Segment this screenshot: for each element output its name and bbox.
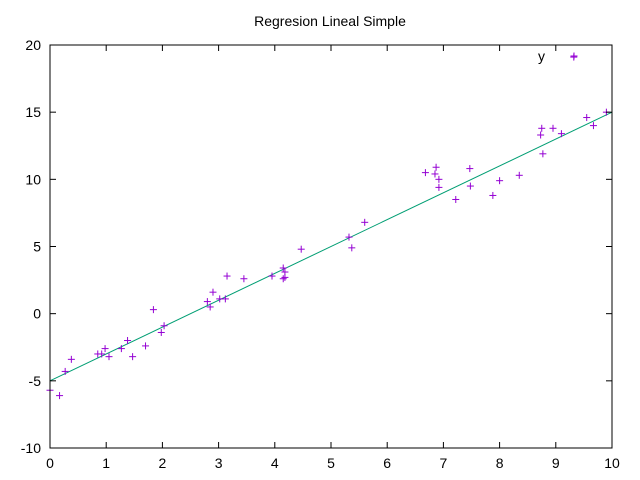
data-point	[432, 163, 440, 171]
data-point	[209, 288, 217, 296]
data-point	[160, 322, 168, 330]
chart-title: Regresion Lineal Simple	[254, 13, 406, 29]
data-point	[117, 345, 125, 353]
y-tick-label: 10	[25, 171, 41, 187]
data-point	[56, 392, 64, 400]
y-tick-label: 15	[25, 104, 41, 120]
data-point	[98, 350, 106, 358]
legend: y	[538, 48, 578, 64]
data-point	[279, 275, 287, 283]
x-tick-label: 3	[215, 455, 223, 471]
data-point	[549, 124, 557, 132]
data-point	[157, 328, 165, 336]
x-tick-label: 7	[440, 455, 448, 471]
data-point	[557, 130, 565, 138]
data-point	[297, 245, 305, 253]
data-point	[142, 342, 150, 350]
data-point	[101, 345, 109, 353]
legend-marker	[570, 52, 578, 60]
data-point	[223, 272, 231, 280]
axes: 0 1 2 3 4 5 6 7 8 9 10 -10 -5 0 5 10 15 20	[21, 37, 620, 471]
data-point	[515, 171, 523, 179]
x-tick-label: 10	[604, 455, 620, 471]
data-point	[435, 183, 443, 191]
data-point	[221, 295, 229, 303]
data-point	[452, 195, 460, 203]
data-point	[345, 233, 353, 241]
data-point	[435, 175, 443, 183]
x-tick-label: 6	[383, 455, 391, 471]
data-point	[203, 298, 211, 306]
y-tick-label: 5	[33, 239, 41, 255]
data-point	[149, 306, 157, 314]
data-point	[583, 114, 591, 122]
data-point	[431, 170, 439, 178]
regression-line	[49, 111, 613, 382]
data-point	[421, 169, 429, 177]
x-tick-label: 1	[102, 455, 110, 471]
data-point	[206, 303, 214, 311]
data-point	[348, 244, 356, 252]
data-point	[105, 353, 113, 361]
x-tick-label: 2	[159, 455, 167, 471]
x-tick-label: 4	[271, 455, 279, 471]
data-point	[538, 124, 546, 132]
data-point	[240, 275, 248, 283]
y-tick-label: 0	[33, 306, 41, 322]
data-point	[279, 264, 287, 272]
y-tick-label: -10	[21, 440, 41, 456]
data-point	[61, 367, 69, 375]
y-tick-label: -5	[29, 373, 42, 389]
data-point	[67, 355, 75, 363]
data-point	[537, 131, 545, 139]
x-tick-label: 5	[327, 455, 335, 471]
x-tick-label: 0	[46, 455, 54, 471]
data-point	[489, 191, 497, 199]
x-tick-label: 8	[496, 455, 504, 471]
y-tick-label: 20	[25, 37, 41, 53]
data-point	[539, 150, 547, 158]
data-point	[466, 182, 474, 190]
x-tick-label: 9	[552, 455, 560, 471]
data-point	[496, 177, 504, 185]
data-point	[589, 122, 597, 130]
data-point	[129, 353, 137, 361]
legend-label-y: y	[538, 48, 545, 64]
data-point	[268, 272, 276, 280]
plot-area	[46, 53, 613, 400]
data-point	[124, 337, 132, 345]
data-point	[466, 165, 474, 173]
data-point	[361, 218, 369, 226]
data-point	[281, 273, 289, 281]
